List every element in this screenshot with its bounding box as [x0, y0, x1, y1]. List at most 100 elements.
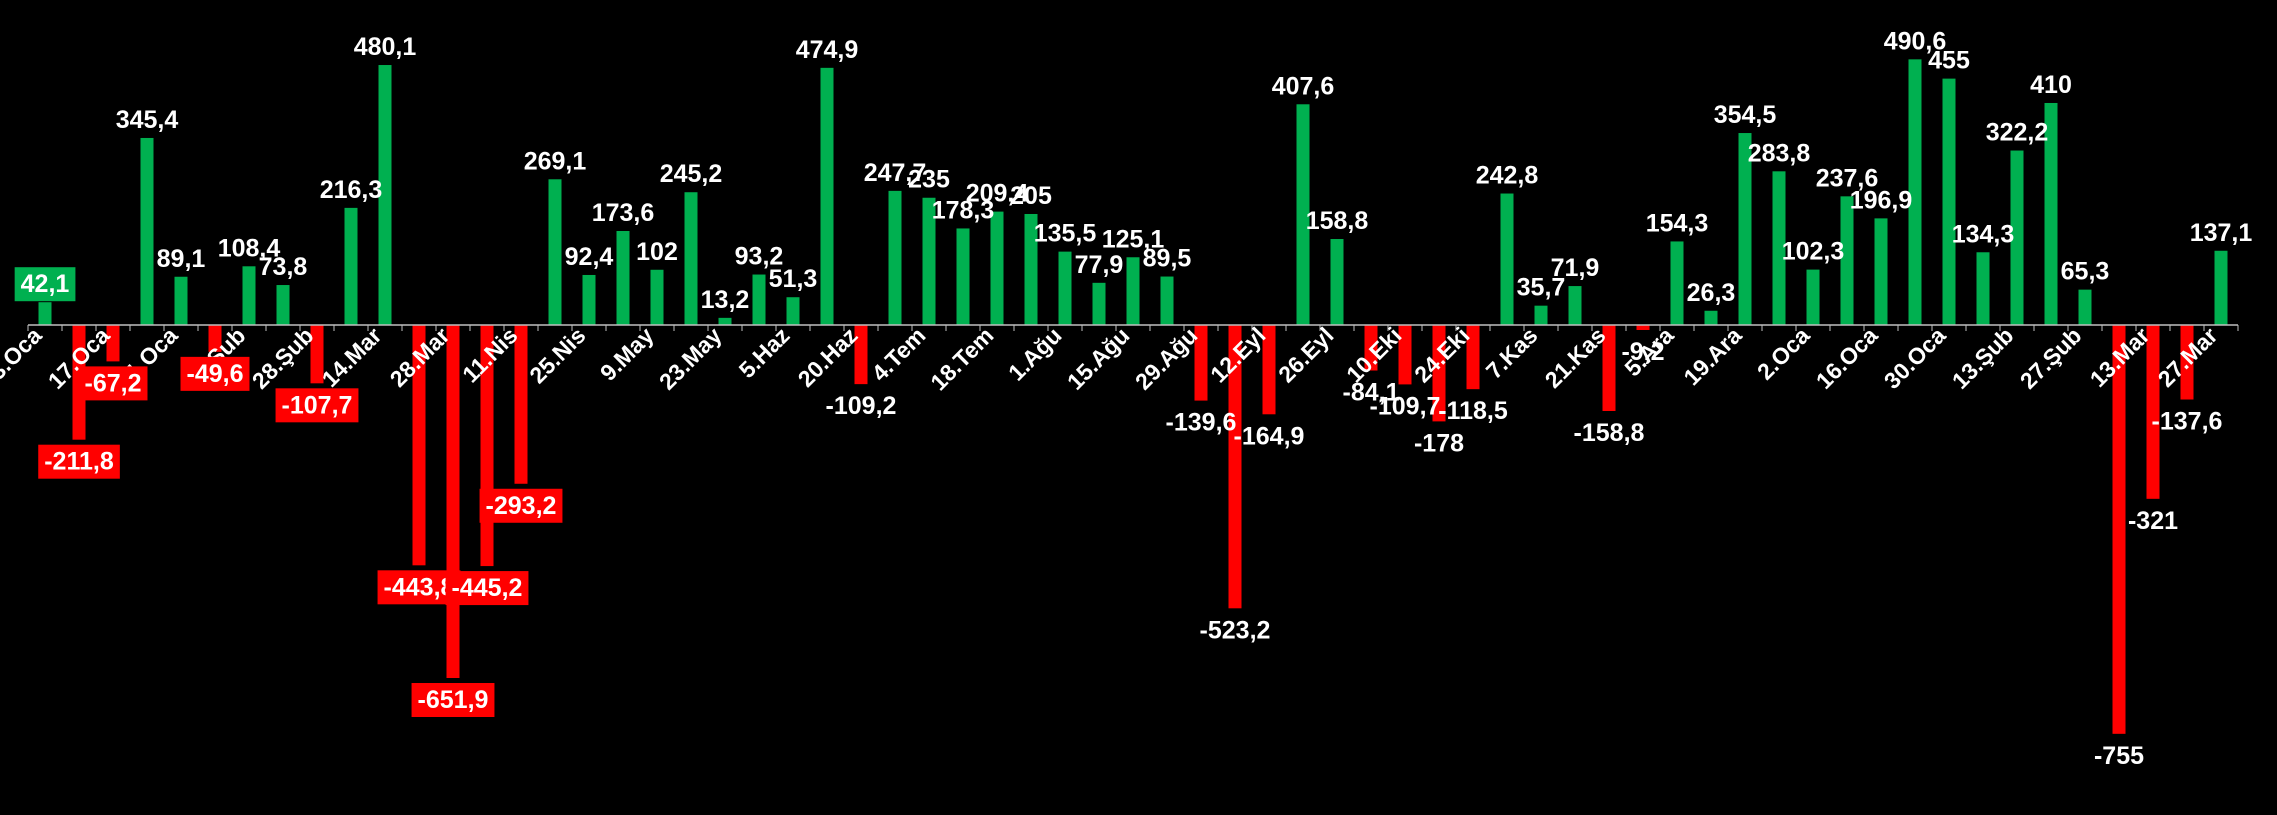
data-label: 26,3	[1687, 279, 1736, 307]
bar	[1296, 104, 1310, 325]
bar	[1602, 325, 1616, 411]
bar	[174, 276, 188, 325]
data-label: 102	[636, 238, 678, 266]
data-label-box	[14, 267, 76, 302]
data-label: 173,6	[592, 199, 655, 227]
bar	[1024, 213, 1038, 325]
data-label: 35,7	[1517, 274, 1566, 302]
bar	[684, 192, 698, 325]
data-label: 134,3	[1952, 220, 2015, 248]
data-label: 135,5	[1034, 220, 1097, 248]
data-label: -178	[1414, 429, 1464, 457]
data-label: 73,8	[259, 253, 308, 281]
bar	[990, 211, 1004, 325]
bar	[310, 325, 324, 384]
bar	[38, 302, 52, 325]
bar	[106, 325, 120, 362]
bar	[752, 274, 766, 325]
bar	[2112, 325, 2126, 734]
bar	[888, 190, 902, 325]
bar	[786, 297, 800, 325]
data-label: -158,8	[1574, 419, 1645, 447]
data-label: 108,4	[218, 234, 281, 262]
bar	[1364, 325, 1378, 371]
bar	[514, 325, 528, 484]
data-label: 205	[1010, 182, 1052, 210]
data-label: -9,2	[1621, 338, 1664, 366]
bar	[2044, 102, 2058, 325]
data-label: 89,1	[157, 245, 206, 273]
bar	[1194, 325, 1208, 401]
bar	[1738, 133, 1752, 325]
bar	[242, 266, 256, 325]
data-label: -84,1	[1343, 379, 1400, 407]
data-label-box	[180, 356, 250, 391]
bar	[2078, 289, 2092, 325]
bar	[582, 274, 596, 325]
data-label: 242,8	[1476, 162, 1539, 190]
data-label: 154,3	[1646, 209, 1709, 237]
bar	[1228, 325, 1242, 609]
data-label: 237,6	[1816, 164, 1879, 192]
data-label: 158,8	[1306, 207, 1369, 235]
data-label: -139,6	[1166, 409, 1237, 437]
bar	[1976, 252, 1990, 325]
data-label: 196,9	[1850, 186, 1913, 214]
data-label: 322,2	[1986, 119, 2049, 147]
data-label: 42,1	[21, 270, 70, 298]
bar	[1092, 282, 1106, 325]
bar	[650, 269, 664, 325]
bar	[1534, 305, 1548, 325]
data-label: 245,2	[660, 160, 723, 188]
bar	[1908, 59, 1922, 326]
data-label: 71,9	[1551, 254, 1600, 282]
data-label: -211,8	[44, 448, 114, 476]
bar	[446, 325, 460, 679]
data-labels-group: 42,1 -211,8 -67,2 345,4 89,1 -49,6 108,473,8 -1…	[14, 27, 2252, 770]
bar	[1126, 257, 1140, 325]
data-label: 235	[908, 166, 950, 194]
data-label: 65,3	[2061, 258, 2110, 286]
bar	[208, 325, 222, 352]
data-label: -107,7	[282, 391, 353, 419]
bar	[1568, 286, 1582, 325]
data-label: 92,4	[565, 243, 614, 271]
data-label: 89,5	[1143, 245, 1192, 273]
bar	[1942, 78, 1956, 326]
data-label-box	[275, 388, 359, 423]
data-label: 410	[2030, 71, 2072, 99]
bar	[140, 137, 154, 325]
bar	[1840, 196, 1854, 325]
data-label: 407,6	[1272, 72, 1335, 100]
bar	[1636, 325, 1650, 330]
bar	[2180, 325, 2194, 400]
data-label: -109,7	[1370, 392, 1441, 420]
data-label-box	[38, 444, 120, 479]
bar	[1466, 325, 1480, 390]
data-label: -109,2	[826, 392, 897, 420]
bar	[1330, 239, 1344, 325]
bar	[616, 230, 630, 325]
data-label: -118,5	[1438, 397, 1508, 425]
data-label-box	[411, 683, 495, 718]
data-label: 345,4	[116, 106, 179, 134]
data-label: 178,3	[932, 196, 995, 224]
data-label: -523,2	[1200, 616, 1271, 644]
bar	[2010, 150, 2024, 325]
bar	[412, 325, 426, 566]
data-label: 102,3	[1782, 238, 1845, 266]
data-label: -443,8	[384, 573, 455, 601]
bar	[2146, 325, 2160, 499]
data-label: -755	[2094, 742, 2144, 770]
data-label: -164,9	[1234, 422, 1305, 450]
data-label: -321	[2128, 507, 2178, 535]
bar	[1432, 325, 1446, 422]
bar	[956, 228, 970, 325]
data-label: 354,5	[1714, 101, 1777, 129]
data-label-box	[78, 366, 148, 401]
data-label: 490,6	[1884, 27, 1947, 55]
data-label: -651,9	[418, 686, 489, 714]
data-label: 480,1	[354, 33, 417, 61]
data-label: 13,2	[701, 286, 750, 314]
